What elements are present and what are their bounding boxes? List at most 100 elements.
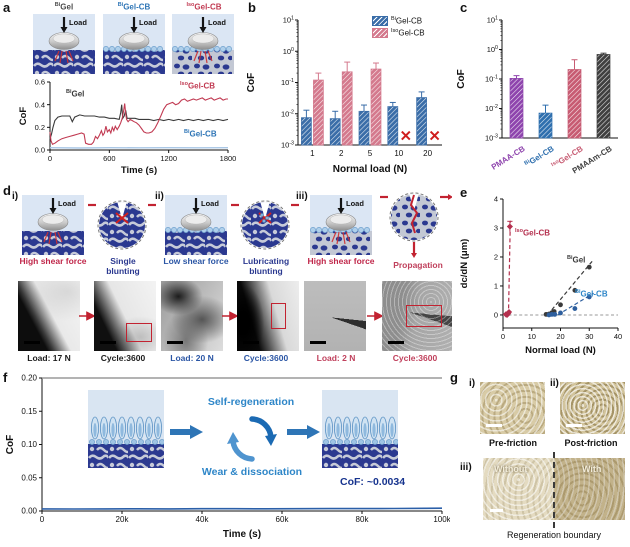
scatter-series-Gel-CB: [502, 220, 513, 319]
svg-text:30: 30: [585, 332, 593, 341]
bar: [329, 118, 341, 146]
load-caption: Load: 2 N: [316, 353, 356, 363]
svg-text:101: 101: [487, 16, 498, 25]
panel-d-group-iii: iii) Load High shear force Propagation L…: [296, 187, 454, 367]
svg-text:101: 101: [283, 16, 294, 25]
scale-bar: [243, 341, 259, 344]
panel-e-letter: e: [460, 185, 468, 200]
shear-caption: High shear force: [307, 256, 375, 266]
series-Gel-CB: [49, 97, 228, 146]
sup: Iso: [180, 81, 188, 87]
svg-text:1: 1: [494, 282, 498, 291]
svg-text:0.15: 0.15: [21, 407, 37, 416]
curve-label-isogel-cb: IsoGel-CB: [180, 81, 215, 91]
svg-text:4: 4: [494, 195, 498, 204]
svg-text:10-2: 10-2: [281, 109, 294, 118]
base: Gel-CB: [398, 28, 425, 38]
curve-label-bigel: BiGel: [66, 89, 84, 99]
subpanel-num: i): [469, 378, 476, 389]
legend-label-isogel-cb: IsoGel-CB: [391, 28, 425, 38]
cycle-caption: Cycle:3600: [392, 353, 438, 363]
micrograph: [237, 281, 299, 351]
curve-label-bigel-cb: BiGel-CB: [184, 129, 217, 139]
brush-surface-schematic: [322, 390, 398, 468]
scatter-series-Gel-CB: [546, 292, 594, 318]
svg-text:100k: 100k: [433, 515, 450, 524]
svg-text:0.20: 0.20: [21, 374, 37, 383]
bar: [313, 79, 324, 146]
cycle-caption: Cycle:3600: [243, 353, 289, 363]
without-label: Without: [494, 464, 528, 474]
crack-inset: [380, 192, 452, 258]
panel-a: a BiGel BiGel-CB IsoGel-CB Load Load Loa…: [0, 0, 240, 183]
bar: [387, 106, 399, 146]
schematic-label-isogel-cb: IsoGel-CB: [172, 2, 236, 12]
sup: Iso: [186, 2, 195, 8]
svg-text:CoF: CoF: [18, 107, 29, 126]
svg-text:dc/dN (μm): dc/dN (μm): [459, 239, 470, 289]
inset-caption: Propagation: [393, 260, 443, 270]
red-arrow-icon: [79, 311, 95, 321]
series-label-bigel-cb: BiGel-CB: [575, 289, 608, 299]
bar: [370, 68, 382, 146]
panel-b: b 101 100 10-1 10-2 10-3 CoF Normal load (N) 1 2…: [240, 0, 452, 183]
category-label: PMAA-CB: [490, 144, 527, 172]
post-friction-photo: [560, 382, 625, 434]
cycle-arrows-icon: [227, 416, 277, 462]
svg-text:0.4: 0.4: [35, 100, 45, 109]
wear-dissociation-label: Wear & dissociation: [201, 466, 303, 478]
micrograph: [161, 281, 223, 351]
inset-caption: Single blunting: [106, 256, 140, 276]
subpanel-num: i): [12, 191, 19, 202]
blue-arrow-icon: [170, 425, 203, 439]
regeneration-boundary-line: [553, 452, 555, 528]
svg-text:10-3: 10-3: [281, 141, 294, 150]
svg-text:100: 100: [283, 47, 294, 56]
panel-g-letter: g: [450, 370, 458, 385]
axes: 0.00 0.05 0.10 0.15 0.20 0 20k 40k 60k 80k 100k Tim…: [5, 374, 450, 540]
self-regeneration-label: Self-regeneration: [207, 396, 295, 408]
load-label: Load: [346, 199, 364, 208]
panel-d-letter: d: [3, 183, 11, 198]
blue-arrow-icon: [287, 425, 320, 439]
post-friction-caption: Post-friction: [564, 438, 618, 448]
sup: Bi: [391, 16, 396, 23]
panel-g: g i) ii) Pre-friction Post-friction iii)…: [450, 368, 630, 547]
load-label: Load: [201, 199, 219, 208]
svg-text:100: 100: [487, 45, 498, 54]
legend-swatch-bigel-cb: [372, 16, 388, 26]
panel-c-letter: c: [460, 0, 468, 15]
svg-text:5: 5: [368, 149, 373, 158]
axes: 101 100 10-1 10-2 10-3 CoF: [456, 16, 618, 143]
svg-text:Time (s): Time (s): [121, 165, 157, 176]
panel-c-chart: 10110010-110-210-3CoFPMAA-CBBiGel-CBIsoG…: [456, 16, 618, 175]
crack-highlight-box: [126, 323, 152, 342]
svg-text:20: 20: [423, 149, 432, 158]
panel-b-legend: BiGel-CB IsoGel-CB: [372, 16, 425, 40]
axes: 0.0 0.2 0.4 0.6 0 600 1200 1800 Time (s) CoF: [18, 78, 236, 176]
micrograph: [94, 281, 156, 351]
sup: Iso: [391, 28, 399, 35]
bar: [301, 117, 312, 146]
scale-bar: [486, 424, 502, 427]
red-arrow-icon: [367, 311, 383, 321]
legend-swatch-isogel-cb: [372, 28, 388, 38]
svg-text:20: 20: [556, 332, 564, 341]
schematic-label-bigel-cb: BiGel-CB: [103, 2, 165, 12]
scale-bar: [490, 509, 503, 512]
shear-caption: Low shear force: [163, 256, 229, 266]
gel-schematic: Load: [310, 195, 372, 255]
crack-highlight-box: [271, 303, 286, 329]
base: Gel: [60, 2, 74, 12]
sup: Bi: [54, 2, 61, 8]
svg-text:CoF: CoF: [246, 73, 257, 92]
load-caption: Load: 20 N: [170, 353, 214, 363]
subpanel-num: iii): [296, 191, 308, 202]
pre-friction-caption: Pre-friction: [488, 438, 537, 448]
gel-schematic: Load: [165, 195, 227, 255]
with-label: With: [582, 464, 602, 474]
red-arrow-icon: [222, 311, 238, 321]
crack-highlight-box: [406, 305, 442, 327]
